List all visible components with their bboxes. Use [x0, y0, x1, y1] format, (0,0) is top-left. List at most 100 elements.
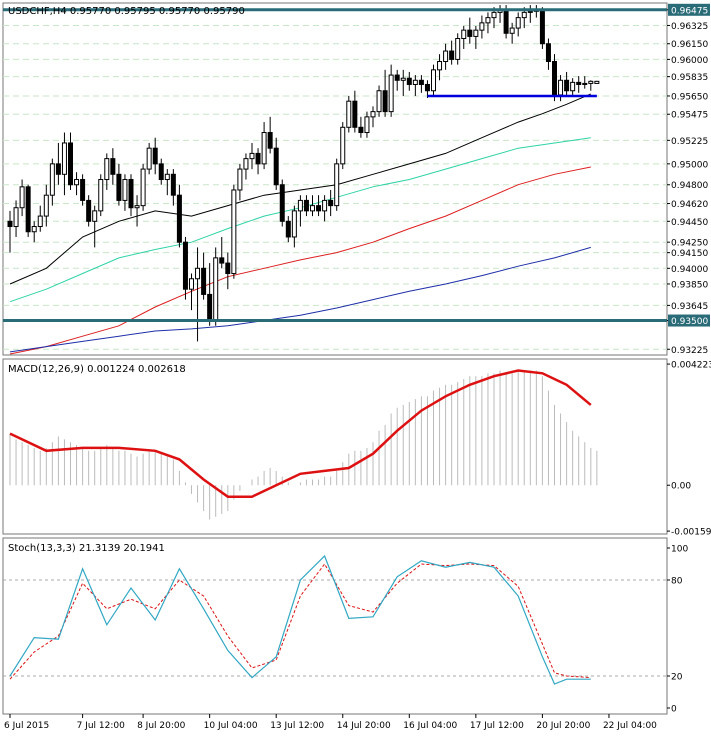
candle-bull — [37, 215, 43, 228]
candle-bear — [55, 163, 61, 175]
candle-bear — [418, 79, 424, 85]
candle-bear — [201, 267, 207, 295]
candle-bull — [558, 79, 564, 96]
candle-bear — [152, 147, 158, 165]
candle-bull — [334, 163, 340, 207]
candle-bull — [431, 69, 436, 92]
price-tick-label: 0.93500 — [671, 317, 708, 327]
candle-bear — [285, 220, 291, 238]
candle-bull — [521, 11, 527, 19]
candle-bull — [213, 257, 219, 322]
candle-bear — [406, 77, 412, 85]
candle-bull — [485, 17, 491, 24]
price-tick-label: 0.95225 — [671, 137, 708, 147]
candle-bull — [249, 152, 255, 160]
time-tick-label: 13 Jul 12:00 — [270, 721, 324, 731]
time-tick-label: 16 Jul 04:00 — [403, 721, 457, 731]
candle-bull — [340, 126, 346, 165]
macd-panel[interactable]: 0.004223 0.00 -0.001599 MACD(12,26,9) 0.00… — [2, 358, 711, 538]
candle-bull — [527, 10, 533, 13]
candle-bear — [7, 220, 13, 228]
candle-bear — [352, 100, 358, 128]
candle-bull — [140, 168, 146, 207]
candle-bull — [231, 189, 237, 275]
stoch-panel-frame — [2, 537, 668, 715]
price-tick-label: 0.94450 — [671, 218, 708, 228]
moving-averages — [9, 93, 591, 355]
price-tick-label: 0.95000 — [671, 160, 708, 170]
candle-bear — [225, 262, 231, 275]
candle-bull — [515, 17, 521, 29]
macd-panel-frame — [2, 358, 668, 535]
candle-bull — [322, 199, 328, 212]
price-tick-label: 0.96150 — [671, 40, 708, 50]
candle-bear — [182, 241, 188, 290]
candle-bull — [49, 163, 55, 196]
candle-bull — [570, 81, 576, 92]
time-tick-label: 8 Jul 20:00 — [137, 721, 186, 731]
candle-bear — [279, 184, 285, 222]
price-panel[interactable]: 0.96475 0.96325 0.96150 0.96000 0.95835 0.956… — [2, 2, 710, 356]
candle-bull — [370, 111, 376, 118]
moving-average-line — [9, 93, 591, 285]
candle-bear — [176, 194, 182, 243]
time-tick-label: 10 Jul 04:00 — [204, 721, 258, 731]
price-title: USDCHF,H4 0.95770 0.95795 0.95770 0.9579… — [8, 6, 245, 17]
stoch-panel[interactable]: 100 80 20 0 Stoch(13,3,3) 21.3139 20.1941 — [2, 537, 688, 715]
candle-bull — [346, 100, 352, 128]
price-tick-label: 0.93850 — [671, 280, 708, 290]
candle-bear — [552, 60, 557, 96]
candle-bear — [424, 83, 430, 92]
price-tick-label: 0.95835 — [671, 73, 708, 83]
macd-signal — [9, 369, 592, 498]
price-tick-label: 0.94150 — [671, 249, 708, 259]
candle-bull — [122, 179, 128, 201]
candle-bear — [128, 179, 134, 209]
candle-bear — [303, 199, 309, 212]
time-tick-label: 6 Jul 2015 — [4, 721, 49, 731]
price-tick-label: 0.94000 — [671, 265, 708, 275]
macd-title: MACD(12,26,9) 0.001224 0.002618 — [8, 364, 186, 375]
price-tick-label: 0.93225 — [671, 346, 708, 356]
candle-bull — [43, 194, 49, 217]
candle-bull — [491, 11, 497, 19]
candle-bull — [364, 116, 370, 134]
candle-bear — [255, 152, 261, 165]
candle-bear — [267, 132, 273, 149]
candles — [7, 5, 600, 342]
candle-bull — [582, 82, 588, 85]
level-label-bg — [668, 3, 710, 16]
candle-bull — [146, 147, 152, 170]
candle-bull — [31, 226, 37, 233]
candle-bull — [400, 77, 406, 81]
time-tick-label: 14 Jul 20:00 — [337, 721, 391, 731]
candle-bear — [576, 81, 582, 85]
price-tick-label: 0.96325 — [671, 22, 708, 32]
candle-bull — [291, 210, 297, 238]
time-axis: 6 Jul 2015 7 Jul 12:00 8 Jul 20:00 10 Jul 0… — [4, 714, 657, 731]
candle-bear — [316, 205, 322, 212]
price-tick-label: 0.94620 — [671, 200, 708, 210]
stoch-tick-label: 100 — [671, 545, 688, 555]
candle-bear — [273, 147, 279, 186]
candle-bear — [564, 79, 570, 92]
candle-bull — [134, 205, 140, 209]
candle-bull — [297, 199, 303, 212]
macd-tick-label: 0.004223 — [671, 361, 711, 371]
candle-bear — [170, 173, 176, 196]
stoch-tick-label: 0 — [671, 705, 677, 715]
candle-bull — [98, 179, 104, 212]
candle-bear — [68, 142, 73, 186]
candle-bear — [467, 29, 473, 37]
candle-bear — [358, 126, 364, 134]
macd-signal-line — [9, 369, 592, 498]
stoch-lines — [9, 554, 591, 685]
candle-bull — [195, 267, 201, 280]
candle-bull — [473, 29, 479, 37]
moving-average-line — [9, 166, 591, 355]
price-tick-label: 0.94250 — [671, 239, 708, 249]
macd-histogram — [9, 370, 598, 520]
moving-average-line — [9, 246, 591, 353]
candle-bull — [412, 79, 418, 85]
